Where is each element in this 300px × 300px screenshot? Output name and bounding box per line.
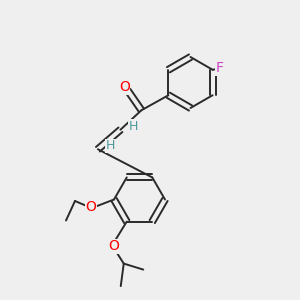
Text: F: F [216, 61, 224, 75]
Text: H: H [106, 139, 115, 152]
Text: H: H [128, 120, 138, 133]
Text: O: O [85, 200, 96, 214]
Text: O: O [119, 80, 130, 94]
Text: O: O [108, 239, 119, 254]
